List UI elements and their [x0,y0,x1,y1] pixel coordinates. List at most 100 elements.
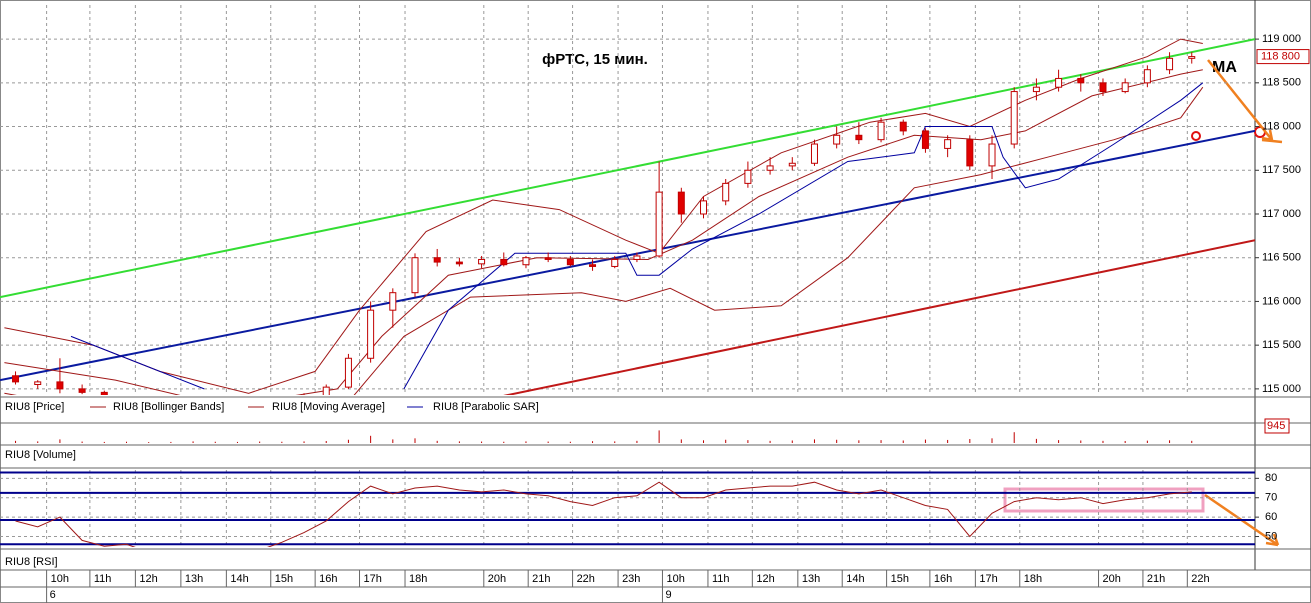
volume-bar [614,441,616,443]
volume-bar [59,439,61,443]
candle-body [877,121,885,141]
candle-body [1010,91,1018,145]
volume-bar [170,441,172,443]
y-tick-label: 115 000 [1262,383,1301,395]
candle-body [455,261,463,265]
x-tick-label: 22h [1191,573,1209,585]
y-tick-label: 70 [1265,492,1277,504]
candle-body [810,143,818,164]
x-tick-label: 20h [1103,573,1121,585]
volume-bar [1013,432,1015,443]
highlight-box [1003,487,1205,513]
x-tick-label: 17h [979,573,997,585]
candle-body [544,257,552,260]
candle-body [56,381,64,390]
candle-body [1032,86,1040,93]
volume-bar [658,430,660,443]
bollinger-band [4,86,1204,395]
x-tick-label: 16h [319,573,337,585]
candle-body [722,182,730,202]
volume-bar [1191,440,1193,443]
x-tick-label: 18h [409,573,427,585]
volume-bar [680,439,682,443]
volume-bar [969,439,971,443]
candle-body [633,255,641,260]
y-tick-label: 118 500 [1262,77,1301,89]
volume-bar [458,441,460,443]
legend-label: RIU8 [RSI] [5,556,58,568]
candle-body [921,130,929,149]
x-tick-label: 21h [532,573,550,585]
candle-body [589,264,597,267]
volume-bar [1035,438,1037,443]
x-tick-label: 12h [756,573,774,585]
x-tick-label: 23h [622,573,640,585]
volume-bar [947,439,949,443]
x-tick-label: 21h [1147,573,1165,585]
x-tick-label: 17h [364,573,382,585]
volume-bar [103,441,105,443]
volume-bar [1102,440,1104,443]
volume-bar [636,440,638,443]
volume-bar [236,441,238,443]
volume-bar [902,440,904,443]
volume-bar [547,441,549,443]
candle-body [611,258,619,267]
volume-bar [81,441,83,443]
candle-body [34,381,42,386]
annotation: MA [1212,59,1237,76]
candle-body [12,375,20,383]
volume-bar [125,441,127,443]
legend-label: RIU8 [Parabolic SAR] [433,401,539,413]
candle-body [700,200,708,215]
candle-body [1099,82,1107,93]
x-tick-label: 16h [934,573,952,585]
volume-bar [1080,440,1082,443]
candle-body [389,292,397,311]
volume-bar [858,440,860,443]
legend-label: RIU8 [Price] [5,401,64,413]
candle-body [367,309,375,359]
day-label: 6 [50,589,56,601]
volume-bar [747,440,749,443]
candle-body [1055,77,1063,88]
candle-body [788,162,796,167]
candle-body [500,258,508,266]
volume-bar [148,442,150,443]
x-tick-label: 11h [712,573,730,585]
candle-body [966,139,974,167]
candle-body [944,139,952,149]
volume-bar [569,441,571,443]
volume-bar [347,439,349,443]
volume-bar [1058,440,1060,443]
volume-bar [303,441,305,443]
volume-bar [192,441,194,443]
candle-body [411,257,419,294]
volume-bar [481,441,483,443]
volume-bar [525,441,527,443]
price-marker [1256,49,1310,65]
x-tick-label: 18h [1024,573,1042,585]
x-tick-label: 10h [666,573,684,585]
y-tick-label: 118 000 [1262,120,1301,132]
volume-bar [259,441,261,443]
x-tick-label: 13h [802,573,820,585]
volume-bar [836,439,838,443]
candle-body [1143,69,1151,84]
candle-body [1188,56,1196,59]
candle-body [322,386,330,395]
x-tick-label: 11h [94,573,112,585]
candle-body [899,121,907,132]
candle-body [478,258,486,265]
trendline [0,129,1255,382]
volume-bar [769,440,771,443]
x-tick-label: 14h [846,573,864,585]
x-tick-label: 10h [51,573,69,585]
volume-bar [370,435,372,443]
y-tick-label: 116 500 [1262,252,1301,264]
candle-body [100,391,108,395]
candle-body [833,134,841,145]
x-tick-label: 12h [139,573,157,585]
x-tick-label: 15h [891,573,909,585]
volume-bar [725,439,727,443]
